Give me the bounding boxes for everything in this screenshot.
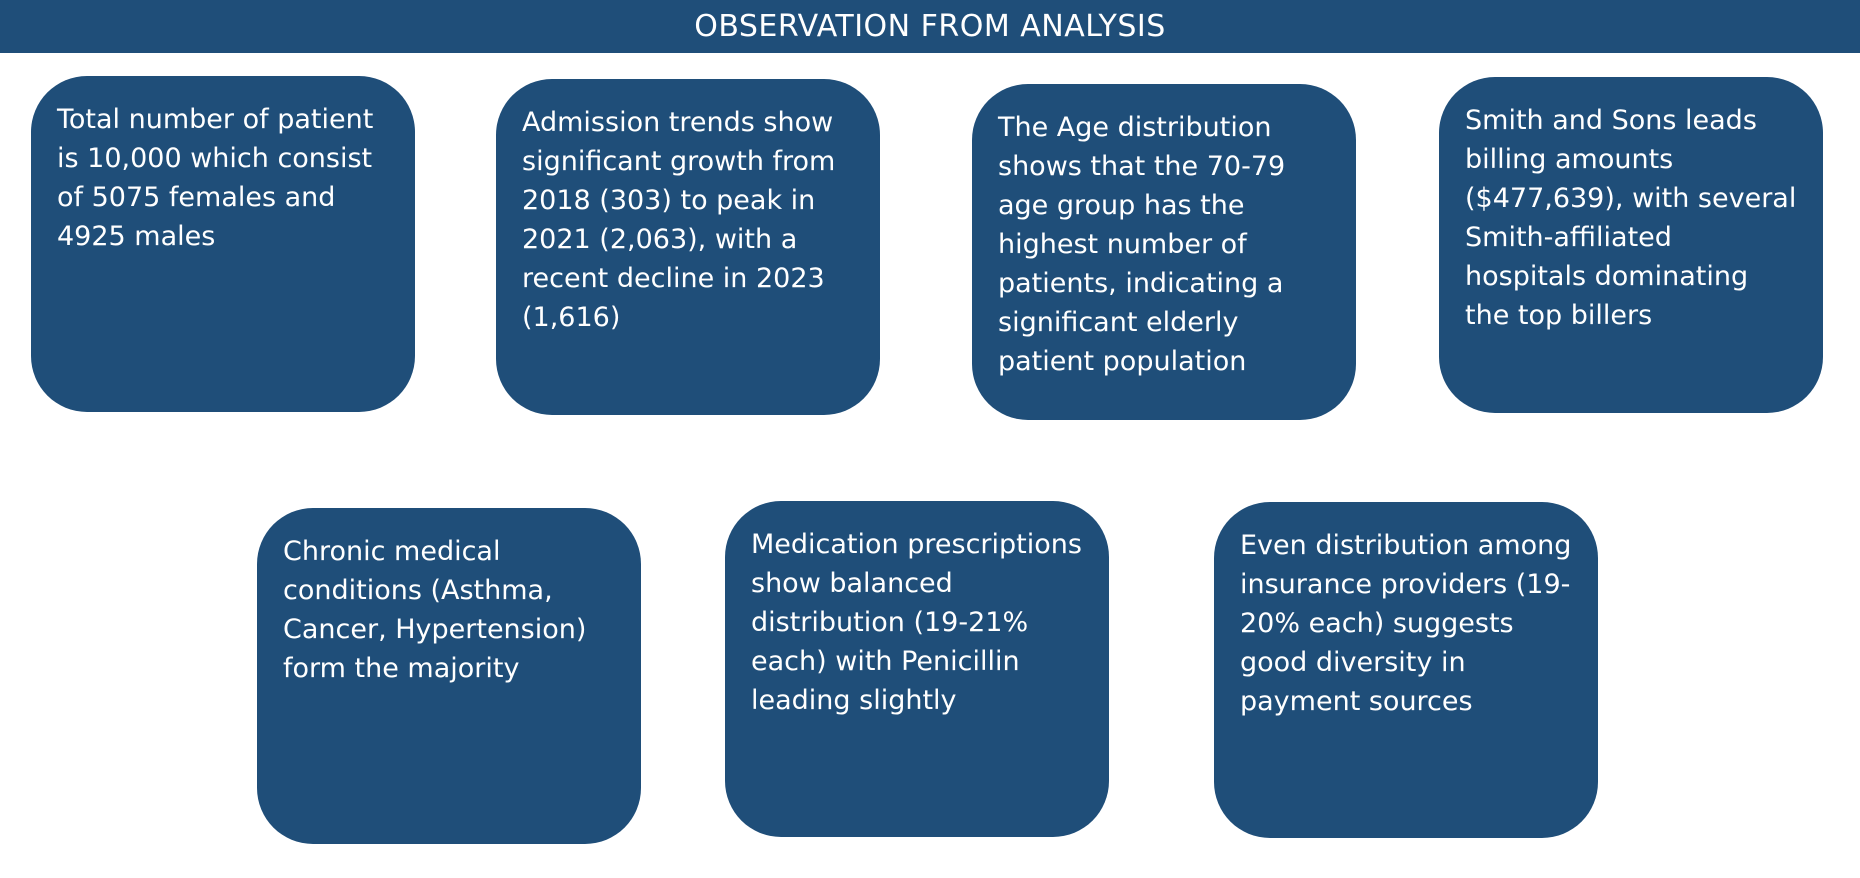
observation-card-admissions: Admission trends show significant growth… [496, 79, 880, 415]
observation-card-age: The Age distribution shows that the 70-7… [972, 84, 1356, 420]
observation-text: Smith and Sons leads billing amounts ($4… [1465, 105, 1797, 331]
observation-card-medications: Medication prescriptions show balanced d… [725, 501, 1109, 837]
observation-card-insurance: Even distribution among insurance provid… [1214, 502, 1598, 838]
title-bar: OBSERVATION FROM ANALYSIS [0, 0, 1860, 53]
observation-text: Medication prescriptions show balanced d… [751, 529, 1082, 716]
observation-card-conditions: Chronic medical conditions (Asthma, Canc… [257, 508, 641, 844]
observation-text: Chronic medical conditions (Asthma, Canc… [283, 536, 587, 684]
observation-text: Admission trends show significant growth… [522, 107, 836, 333]
page-title: OBSERVATION FROM ANALYSIS [694, 8, 1166, 44]
observation-text: Total number of patient is 10,000 which … [57, 104, 374, 252]
observation-text: The Age distribution shows that the 70-7… [998, 112, 1286, 377]
observation-text: Even distribution among insurance provid… [1240, 530, 1572, 717]
observation-card-patients: Total number of patient is 10,000 which … [31, 76, 415, 412]
observation-card-billing: Smith and Sons leads billing amounts ($4… [1439, 77, 1823, 413]
